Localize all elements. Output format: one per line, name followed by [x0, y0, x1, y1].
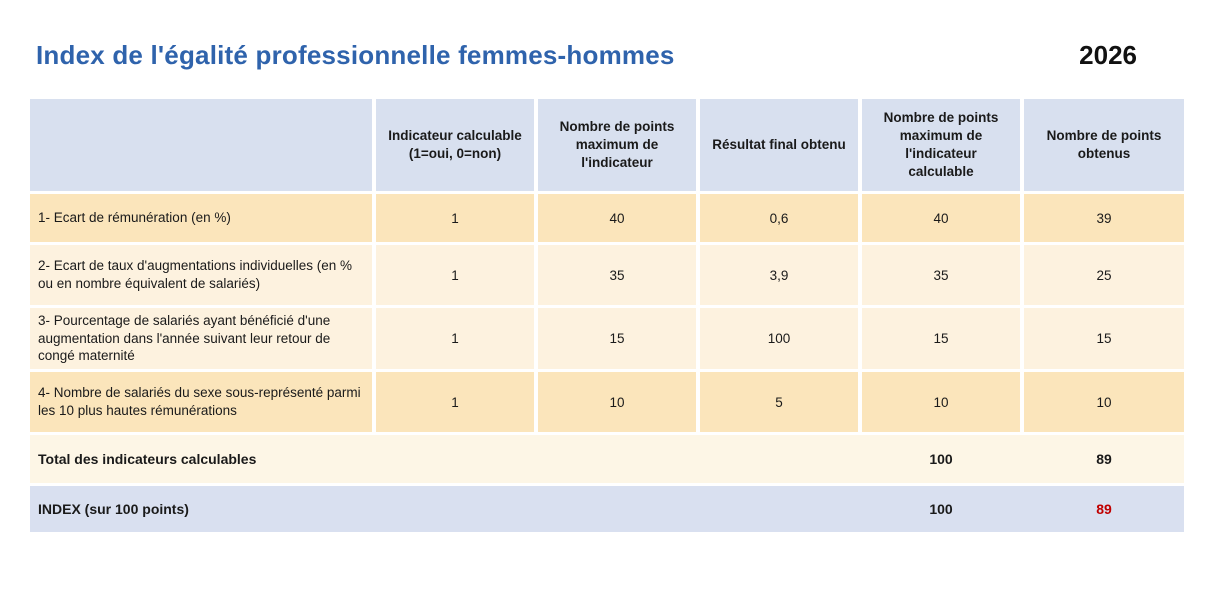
index-row-label: INDEX (sur 100 points) [38, 501, 189, 517]
row3-cell-calculable: 1 [376, 308, 534, 369]
row3-cell-result: 100 [700, 308, 858, 369]
row-label-2: 2- Ecart de taux d'augmentations individ… [30, 245, 372, 305]
row1-cell-calculable: 1 [376, 194, 534, 242]
total-max-calculable: 100 [929, 451, 953, 467]
row1-cell-result: 0,6 [700, 194, 858, 242]
row3-cell-points: 15 [1024, 308, 1184, 369]
index-score: 89 [1096, 501, 1112, 517]
row2-cell-max-calculable: 35 [862, 245, 1020, 305]
row3-cell-max-calculable: 15 [862, 308, 1020, 369]
page-title: Index de l'égalité professionnelle femme… [36, 40, 675, 70]
row3-cell-max-points: 15 [538, 308, 696, 369]
row2-cell-points: 25 [1024, 245, 1184, 305]
row2-cell-max-points: 35 [538, 245, 696, 305]
header-cell-max-points: Nombre de points maximum de l'indicateur [538, 99, 696, 191]
row1-cell-max-points: 40 [538, 194, 696, 242]
row-label-4: 4- Nombre de salariés du sexe sous-repré… [30, 372, 372, 432]
row4-cell-max-points: 10 [538, 372, 696, 432]
title-bar: Index de l'égalité professionnelle femme… [0, 0, 1217, 71]
equality-index-table: Indicateur calculable (1=oui, 0=non) Nom… [30, 99, 1217, 532]
row2-cell-calculable: 1 [376, 245, 534, 305]
index-row: INDEX (sur 100 points) 100 89 [30, 486, 1184, 532]
row1-cell-max-calculable: 40 [862, 194, 1020, 242]
row4-cell-max-calculable: 10 [862, 372, 1020, 432]
row-label-1: 1- Ecart de rémunération (en %) [30, 194, 372, 242]
row1-cell-points: 39 [1024, 194, 1184, 242]
page-year: 2026 [1079, 40, 1137, 70]
total-row: Total des indicateurs calculables 100 89 [30, 435, 1184, 483]
row4-cell-calculable: 1 [376, 372, 534, 432]
index-max-calculable: 100 [929, 501, 953, 517]
header-cell-calculable: Indicateur calculable (1=oui, 0=non) [376, 99, 534, 191]
total-row-label: Total des indicateurs calculables [38, 451, 257, 467]
header-cell-result: Résultat final obtenu [700, 99, 858, 191]
header-cell-max-calculable: Nombre de points maximum de l'indicateur… [862, 99, 1020, 191]
header-cell-points-obtained: Nombre de points obtenus [1024, 99, 1184, 191]
header-cell-empty [30, 99, 372, 191]
row4-cell-result: 5 [700, 372, 858, 432]
row4-cell-points: 10 [1024, 372, 1184, 432]
total-points: 89 [1096, 451, 1112, 467]
row-label-3: 3- Pourcentage de salariés ayant bénéfic… [30, 308, 372, 369]
row2-cell-result: 3,9 [700, 245, 858, 305]
